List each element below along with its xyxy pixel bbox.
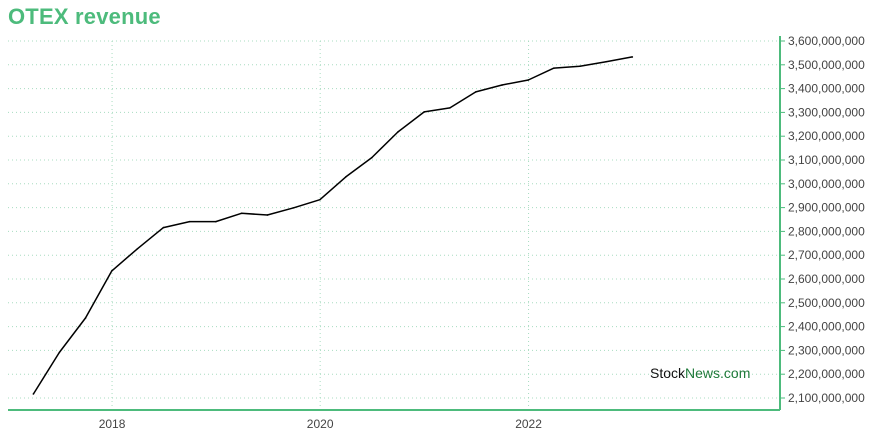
x-tick-label: 2022 — [515, 417, 542, 431]
y-tick-label: 2,100,000,000 — [788, 391, 865, 405]
revenue-series-line — [32, 56, 633, 395]
y-tick-label: 3,200,000,000 — [788, 129, 865, 143]
y-tick-label: 3,600,000,000 — [788, 34, 865, 48]
revenue-data-point — [579, 65, 581, 68]
tick-label-layer: 2,100,000,000 2,200,000,000 2,300,000,000 2… — [99, 34, 865, 431]
y-tick-label: 2,800,000,000 — [788, 224, 865, 238]
y-tick-label: 2,700,000,000 — [788, 248, 865, 262]
revenue-data-point — [605, 60, 607, 63]
revenue-data-point — [475, 91, 477, 93]
revenue-data-point — [188, 220, 191, 223]
revenue-data-point — [553, 67, 555, 69]
revenue-data-point — [266, 214, 269, 216]
revenue-data-point — [397, 131, 399, 133]
revenue-data-point — [32, 393, 35, 395]
x-tick-label: 2018 — [99, 417, 126, 431]
watermark-part1: Stock — [650, 365, 686, 381]
watermark-part2: News.com — [685, 365, 751, 381]
revenue-data-point — [58, 351, 61, 354]
y-tick-label: 2,300,000,000 — [788, 343, 865, 357]
revenue-data-point — [345, 176, 347, 178]
revenue-data-point — [240, 212, 243, 215]
revenue-data-point — [84, 317, 87, 319]
revenue-data-point — [501, 84, 503, 86]
y-tick-label: 3,500,000,000 — [788, 58, 865, 72]
series-layer — [32, 56, 634, 395]
revenue-data-point — [215, 220, 217, 223]
revenue-data-point — [319, 198, 321, 201]
y-tick-label: 2,900,000,000 — [788, 201, 865, 215]
y-tick-label: 3,100,000,000 — [788, 153, 865, 167]
axis-layer — [8, 36, 785, 411]
revenue-data-point — [370, 156, 373, 159]
y-tick-label: 2,500,000,000 — [788, 296, 865, 310]
chart-title: OTEX revenue — [8, 4, 161, 29]
revenue-data-point — [449, 107, 451, 109]
revenue-data-point — [162, 226, 165, 229]
y-tick-label: 3,400,000,000 — [788, 82, 865, 96]
y-tick-label: 2,600,000,000 — [788, 272, 865, 286]
y-tick-label: 2,200,000,000 — [788, 367, 865, 381]
revenue-data-point — [527, 79, 530, 81]
x-tick-label: 2020 — [307, 417, 334, 431]
grid-layer — [8, 40, 780, 410]
revenue-data-point — [110, 270, 113, 272]
y-tick-label: 3,300,000,000 — [788, 105, 865, 119]
y-tick-label: 3,000,000,000 — [788, 177, 865, 191]
stocknews-watermark: StockNews.com — [650, 365, 750, 381]
revenue-data-point — [292, 207, 295, 209]
revenue-data-point — [423, 111, 426, 113]
y-tick-label: 2,400,000,000 — [788, 320, 865, 334]
revenue-data-point — [136, 247, 139, 250]
revenue-data-point — [631, 56, 634, 58]
